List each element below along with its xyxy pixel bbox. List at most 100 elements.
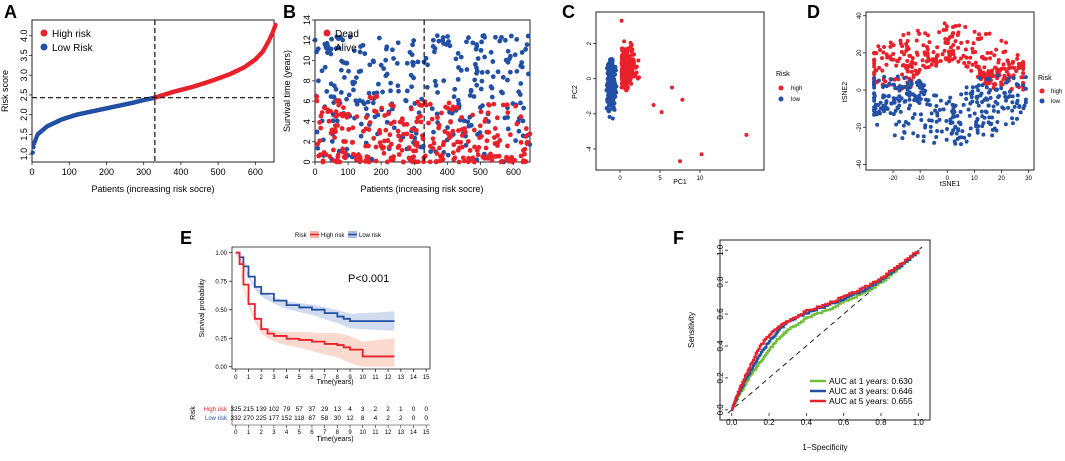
low-point xyxy=(964,91,969,96)
alive-point xyxy=(505,77,510,83)
dead-point xyxy=(486,129,492,135)
dead-point xyxy=(421,159,426,165)
x-tick-label: 0.2 xyxy=(763,418,775,427)
x-tick-label: 200 xyxy=(99,167,114,177)
risk-table-x-tick-label: 4 xyxy=(285,430,289,436)
dead-point xyxy=(475,152,481,158)
high-point xyxy=(620,58,625,63)
high-point xyxy=(977,32,982,37)
low-point xyxy=(937,117,942,122)
x-tick-label: 0 xyxy=(29,167,34,177)
low-point xyxy=(882,83,887,88)
alive-point xyxy=(498,89,504,95)
low-point xyxy=(872,75,877,80)
low-point xyxy=(1002,91,1007,96)
y-tick-label: 0.8 xyxy=(716,276,725,288)
high-point xyxy=(878,47,883,52)
high-outlier-point xyxy=(670,85,674,90)
alive-point xyxy=(315,145,321,151)
low-point xyxy=(969,95,974,100)
low-point xyxy=(932,140,937,145)
high-point xyxy=(631,60,636,65)
y-tick-label: 10 xyxy=(302,56,312,66)
high-point xyxy=(889,43,894,48)
high-point xyxy=(632,52,637,57)
low-point xyxy=(891,99,896,104)
low-point xyxy=(1023,86,1028,91)
alive-point xyxy=(432,78,438,84)
risk-table-cell: 30 xyxy=(334,415,342,422)
high-point xyxy=(879,56,884,61)
alive-point xyxy=(353,75,359,81)
high-point xyxy=(1015,53,1020,58)
alive-point xyxy=(409,84,415,90)
high-outlier-point xyxy=(678,159,682,164)
alive-point xyxy=(424,84,430,90)
high-outlier-point xyxy=(651,103,656,108)
high-point xyxy=(956,59,961,64)
x-tick-label: 0.8 xyxy=(875,418,887,427)
high-point xyxy=(1004,40,1009,45)
legend-title: Risk xyxy=(1038,75,1052,82)
roc-curve-5-years xyxy=(731,250,920,411)
high-point xyxy=(988,56,993,61)
low-point xyxy=(881,109,886,114)
risk-table-cell: 325 xyxy=(230,406,241,413)
high-point xyxy=(891,52,896,57)
y-tick-label: 12 xyxy=(302,35,312,45)
high-point xyxy=(950,57,955,62)
low-point xyxy=(610,59,615,64)
low-point xyxy=(889,101,894,106)
dead-point xyxy=(335,152,341,158)
dead-point xyxy=(395,145,401,150)
alive-point xyxy=(371,59,376,65)
high-point xyxy=(979,36,984,41)
low-point xyxy=(613,65,618,70)
alive-point xyxy=(451,94,457,100)
dead-point xyxy=(478,109,484,115)
low-point xyxy=(1007,89,1012,94)
y-tick-label: -20 xyxy=(857,122,863,131)
high-point xyxy=(969,68,974,73)
high-point xyxy=(907,53,912,58)
dead-point xyxy=(391,103,396,109)
high-point xyxy=(963,24,968,29)
dead-point xyxy=(450,128,456,134)
risk-table-x-tick-label: 1 xyxy=(247,430,251,436)
risk-table-cell: 118 xyxy=(294,415,305,422)
low-point xyxy=(952,139,957,144)
low-point xyxy=(921,92,926,97)
y-tick-label: 2 xyxy=(587,41,593,45)
dead-point xyxy=(334,112,340,118)
alive-point xyxy=(380,89,385,95)
risk-table-cell: 0 xyxy=(412,406,416,413)
low-point xyxy=(1023,100,1028,105)
high-outlier-point xyxy=(680,97,685,102)
low-point xyxy=(608,90,613,95)
dead-point xyxy=(387,132,393,138)
high-point xyxy=(925,44,930,49)
panel-label-f: F xyxy=(673,228,684,248)
low-point xyxy=(970,85,975,90)
dead-point xyxy=(384,159,390,165)
dead-point xyxy=(363,143,369,149)
x-tick-label: 0.6 xyxy=(838,418,850,427)
alive-point xyxy=(376,81,381,87)
x-tick-label: 15 xyxy=(423,375,430,381)
panel-a-xlabel: Patients (increasing risk socre) xyxy=(91,184,214,194)
dead-point xyxy=(445,131,451,136)
low-point xyxy=(950,115,955,120)
risk-table-x-tick-label: 0 xyxy=(234,430,238,436)
dead-point xyxy=(399,117,405,123)
low-point xyxy=(928,129,933,134)
risk-table-cell: 29 xyxy=(321,406,329,413)
risk-table-x-tick-label: 3 xyxy=(272,430,276,436)
y-tick-label: 0.25 xyxy=(215,336,227,342)
dead-point xyxy=(439,110,444,116)
low-point xyxy=(1014,116,1019,121)
high-point xyxy=(987,31,992,36)
low-point xyxy=(935,129,940,134)
alive-point xyxy=(514,68,520,74)
high-point xyxy=(1011,73,1016,78)
low-point xyxy=(609,93,614,98)
